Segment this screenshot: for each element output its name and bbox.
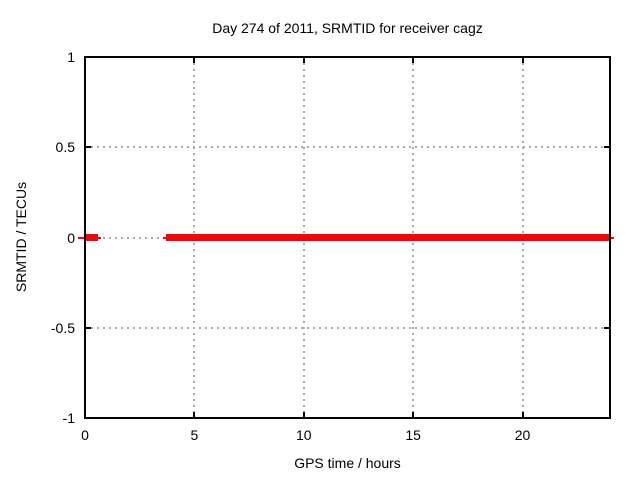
y-tick-right bbox=[604, 417, 610, 419]
x-tick-top bbox=[84, 57, 86, 63]
y-tick-label: -0.5 bbox=[50, 319, 75, 336]
x-tick-bottom bbox=[521, 412, 524, 418]
x-tick-label: 0 bbox=[81, 427, 89, 443]
x-tick-top bbox=[412, 57, 415, 63]
y-tick-left bbox=[85, 146, 91, 149]
y-tick-label: 0 bbox=[67, 229, 75, 246]
x-tick-label: 5 bbox=[190, 427, 199, 443]
x-axis-label: GPS time / hours bbox=[294, 455, 401, 471]
x-tick-label: 10 bbox=[295, 427, 312, 443]
y-tick-label: -1 bbox=[62, 410, 75, 426]
y-tick-left bbox=[85, 326, 91, 329]
series-line-segment bbox=[165, 233, 610, 241]
y-tick-right bbox=[604, 326, 610, 329]
series-line-segment bbox=[85, 233, 99, 241]
x-tick-top bbox=[193, 57, 196, 63]
y-tick-label: 1 bbox=[67, 49, 75, 65]
x-tick-label: 20 bbox=[514, 427, 531, 443]
y-tick-right bbox=[604, 56, 610, 58]
x-tick-top bbox=[302, 57, 305, 63]
y-tick-label: 0.5 bbox=[55, 139, 75, 156]
x-tick-label: 15 bbox=[405, 427, 421, 443]
chart-title: Day 274 of 2011, SRMTID for receiver cag… bbox=[212, 20, 483, 36]
gridline-horizontal bbox=[85, 326, 610, 329]
x-tick-bottom bbox=[193, 412, 196, 418]
gridline-horizontal bbox=[85, 146, 610, 149]
x-tick-bottom bbox=[302, 412, 305, 418]
x-tick-bottom bbox=[412, 412, 415, 418]
x-tick-top bbox=[521, 57, 524, 63]
y-tick-right bbox=[604, 146, 610, 149]
x-tick-bottom bbox=[84, 412, 86, 418]
